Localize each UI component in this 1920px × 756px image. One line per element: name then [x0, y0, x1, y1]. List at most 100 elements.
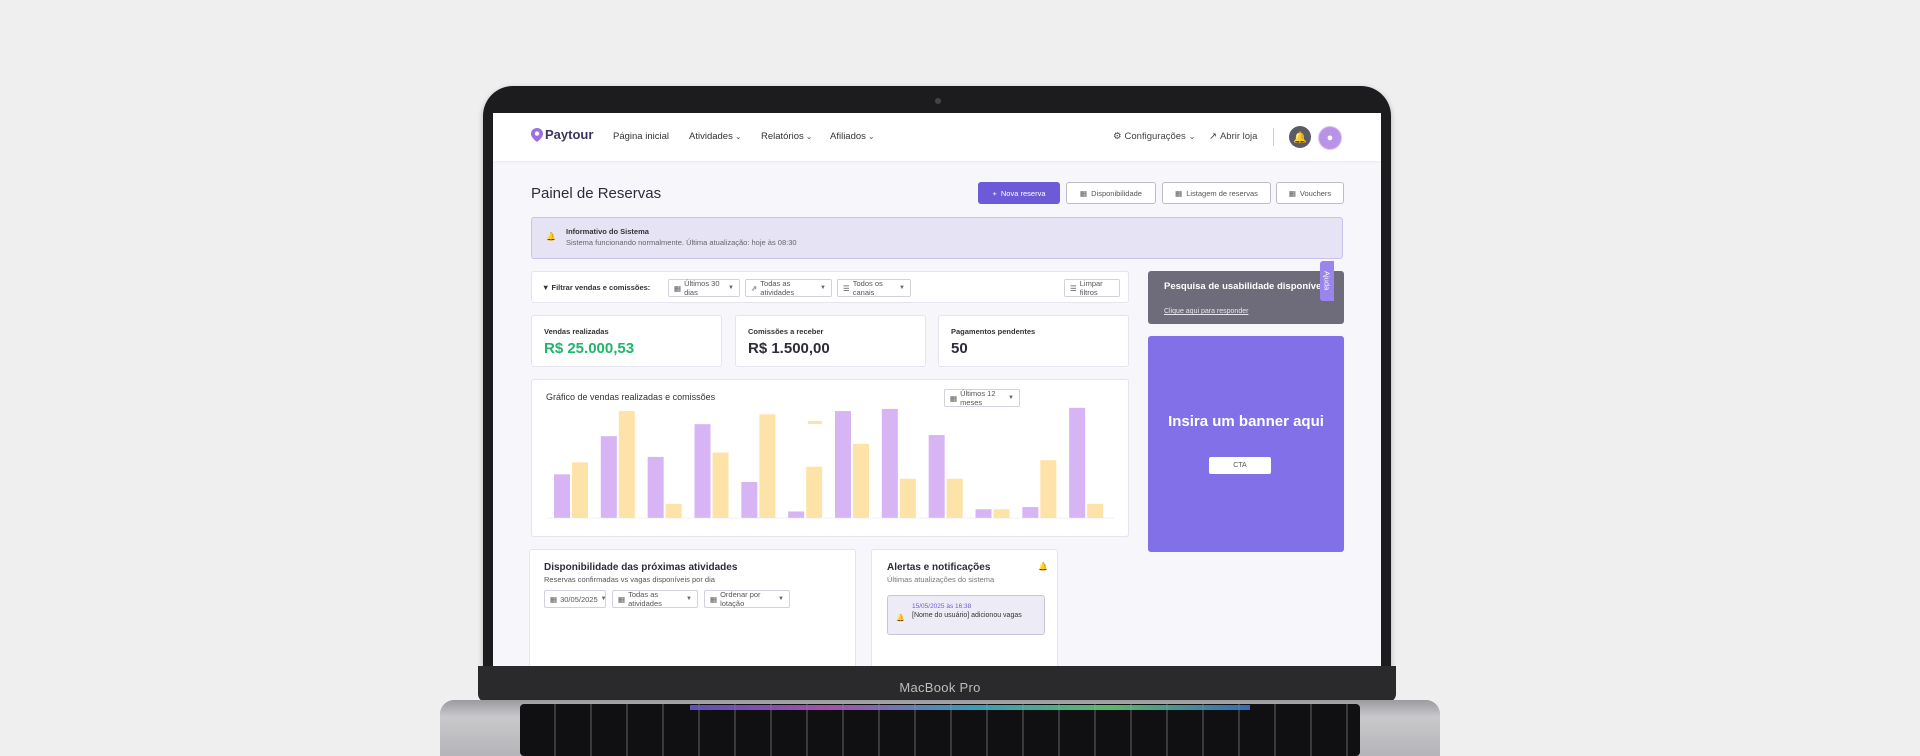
activities-select-value: Todas as atividades [760, 279, 795, 297]
stat-commissions-label: Comissões a receber [748, 327, 824, 336]
bell-icon: 🔔 [1038, 562, 1048, 571]
chart-bar-series-1 [928, 435, 945, 518]
chart-bar-series-1 [788, 511, 805, 518]
chart-period-select[interactable]: ▦ Últimos 12 meses ▼ [944, 389, 1020, 407]
chart-bar-series-1 [1022, 507, 1039, 518]
chart-title: Gráfico de vendas realizadas e comissões [546, 392, 716, 402]
chart-bar-series-2 [1087, 503, 1104, 518]
alert-item[interactable]: 🔔 15/05/2025 às 16:38 [Nome do usuário] … [887, 595, 1045, 635]
filter-icon: ▼ [542, 283, 552, 292]
caret-down-icon: ▼ [728, 285, 734, 291]
chart-bar-series-2 [759, 414, 776, 518]
chart-bar-series-1 [694, 424, 711, 518]
activities-select[interactable]: ⇗ Todas as atividades ▼ [745, 279, 832, 297]
laptop-chin [478, 666, 1396, 702]
availability-activities-select[interactable]: ▦ Todas as atividades ▼ [612, 590, 698, 608]
bell-icon: 🔔 [1293, 131, 1307, 144]
reservation-list-button[interactable]: ▦ Listagem de reservas [1162, 182, 1271, 204]
nav-activities[interactable]: Atividades ⌄ [689, 131, 742, 142]
avatar[interactable]: ● [1318, 126, 1342, 150]
channels-select[interactable]: ☰ Todos os canais ▼ [837, 279, 911, 297]
date-select-value: 30/05/2025 [560, 594, 598, 604]
calendar-icon: ▦ [710, 594, 718, 604]
chart-bar-series-2 [618, 411, 635, 518]
filter-label-text: Filtrar vendas e comissões: [551, 283, 651, 292]
nav-affiliates[interactable]: Afiliados ⌄ [830, 131, 875, 142]
camera-icon [935, 98, 941, 104]
info-title: Informativo do Sistema [566, 227, 649, 236]
channels-select-value: Todos os canais [852, 279, 883, 297]
survey-link[interactable]: Clique aqui para responder [1164, 308, 1249, 315]
screen: Paytour Página inicial Atividades ⌄ Relat… [493, 113, 1381, 666]
chevron-down-icon: ⌄ [1188, 132, 1196, 141]
chart-bar-series-2 [572, 462, 588, 518]
chart-bar-series-2 [993, 509, 1010, 518]
plus-icon: + [992, 188, 997, 198]
logo[interactable]: Paytour [531, 127, 593, 142]
caret-down-icon: ▼ [600, 596, 607, 602]
stat-sales: Vendas realizadas R$ 25.000,53 [531, 315, 722, 367]
nav-reports[interactable]: Relatórios ⌄ [761, 131, 812, 142]
availability-title: Disponibilidade das próximas atividades [544, 562, 738, 573]
external-link-icon: ↗ [1209, 131, 1217, 142]
chevron-down-icon: ⌄ [805, 132, 813, 141]
chart-bar-series-2 [899, 478, 916, 518]
open-store-link[interactable]: ↗ Abrir loja [1209, 131, 1257, 142]
bell-icon: 🔔 [896, 615, 905, 622]
order-select-value: Ordenar por lotação [720, 590, 761, 608]
survey-title: Pesquisa de usabilidade disponível [1164, 281, 1324, 292]
stat-sales-value: R$ 25.000,53 [544, 340, 635, 357]
top-navigation: Paytour Página inicial Atividades ⌄ Relat… [493, 113, 1381, 161]
new-reservation-label: Nova reserva [1000, 188, 1046, 198]
stat-sales-label: Vendas realizadas [544, 327, 609, 336]
stat-pending-value: 50 [951, 340, 968, 357]
calendar-icon: ▦ [550, 594, 558, 604]
chevron-down-icon: ⌄ [734, 132, 742, 141]
chart-bar-series-1 [647, 456, 664, 518]
clear-filters-button[interactable]: ☰ Limpar filtros [1064, 279, 1120, 297]
chart-bar-series-1 [554, 474, 570, 518]
notifications-button[interactable]: 🔔 [1289, 126, 1311, 148]
device-brand: MacBook Pro [899, 680, 981, 695]
order-select[interactable]: ▦ Ordenar por lotação ▼ [704, 590, 790, 608]
nav-divider [1273, 128, 1274, 146]
info-text: Sistema funcionando normalmente. Última … [566, 238, 797, 247]
system-info-banner: 🔔 Informativo do Sistema Sistema funcion… [531, 217, 1343, 259]
page-title: Painel de Reservas [531, 185, 662, 202]
vouchers-label: Vouchers [1299, 188, 1332, 198]
reservation-list-label: Listagem de reservas [1186, 188, 1258, 198]
nav-home[interactable]: Página inicial [613, 131, 669, 142]
period-select-value: Últimos 30 dias [684, 279, 720, 297]
vouchers-button[interactable]: ▦ Vouchers [1276, 182, 1344, 204]
chart-bar-series-2 [1040, 460, 1057, 518]
alerts-card: Alertas e notificações Últimas atualizaç… [871, 549, 1058, 666]
calendar-icon: ▦ [950, 393, 958, 403]
availability-card: Disponibilidade das próximas atividades … [529, 549, 856, 666]
settings-menu[interactable]: ⚙ Configurações ⌄ [1113, 131, 1196, 142]
new-reservation-button[interactable]: + Nova reserva [978, 182, 1060, 204]
caret-down-icon: ▼ [1008, 395, 1014, 401]
chart-bars [554, 407, 1104, 518]
nav-activities-label: Atividades [689, 131, 733, 142]
caret-down-icon: ▼ [686, 596, 692, 602]
stat-commissions-value: R$ 1.500,00 [748, 340, 830, 357]
sales-bar-chart [546, 407, 1114, 519]
chart-bar-series-2 [712, 452, 729, 518]
date-select[interactable]: ▦ 30/05/2025 ▼ [544, 590, 607, 608]
availability-button[interactable]: ▦ Disponibilidade [1066, 182, 1156, 204]
period-select[interactable]: ▦ Últimos 30 dias ▼ [668, 279, 740, 297]
nav-affiliates-label: Afiliados [830, 131, 866, 142]
chart-bar-series-1 [1069, 407, 1086, 518]
help-label: Ajuda [1322, 271, 1332, 291]
chart-bar-series-1 [741, 482, 758, 518]
calendar-icon: ▦ [1175, 188, 1183, 198]
list-icon: ☰ [843, 283, 850, 293]
chart-bar-series-1 [975, 509, 992, 518]
cta-button[interactable]: CTA [1209, 457, 1271, 474]
help-tab[interactable]: Ajuda [1320, 261, 1334, 301]
banner-text: Insira um banner aqui [1168, 413, 1324, 430]
chart-period-value: Últimos 12 meses [960, 389, 996, 407]
survey-panel: Pesquisa de usabilidade disponível Cliqu… [1148, 271, 1344, 324]
legend-swatch-2 [808, 421, 822, 424]
chart-bar-series-2 [806, 466, 823, 518]
